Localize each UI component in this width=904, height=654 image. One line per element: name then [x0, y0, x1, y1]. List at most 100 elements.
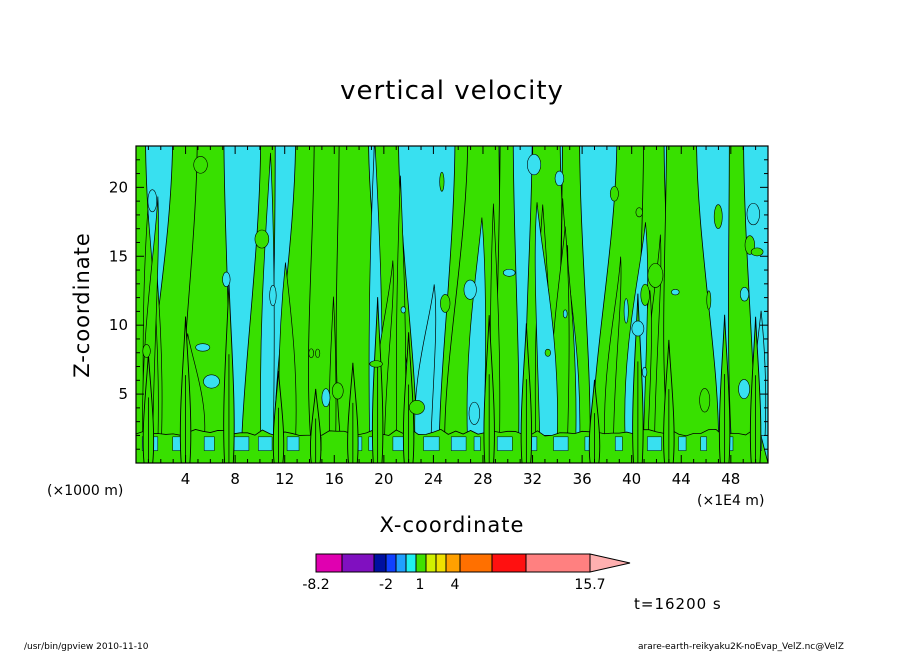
- contour-blob: [321, 388, 331, 408]
- contour-blob: [554, 170, 565, 187]
- surface-patch: [496, 436, 513, 451]
- contour-blob: [440, 294, 451, 313]
- contour-blob: [315, 348, 321, 358]
- y-axis: 5 10 15 20: [109, 159, 768, 450]
- surface-patch: [286, 436, 300, 451]
- surface-patch: [258, 436, 273, 451]
- footer-right: arare-earth-reikyaku2K-noEvap_VelZ.nc@Ve…: [638, 642, 844, 652]
- surface-patch: [614, 436, 623, 451]
- x-tick-label: 48: [721, 470, 740, 488]
- contour-blob: [439, 171, 445, 192]
- contour-blob: [193, 156, 208, 174]
- x-tick-label: 8: [230, 470, 240, 488]
- contour-blob: [647, 263, 664, 288]
- plot-frame: [135, 145, 769, 464]
- y-tick-label: 15: [109, 247, 128, 265]
- surface-patch: [203, 436, 215, 451]
- contour-blob: [706, 290, 712, 310]
- contour-finger: [604, 256, 622, 436]
- plot-area: [136, 146, 768, 463]
- contour-blob: [623, 298, 629, 324]
- x-unit-left: (×1000 m): [47, 483, 124, 499]
- colorbar-segment: [445, 553, 461, 573]
- contour-finger: [260, 152, 275, 436]
- contour-blob: [642, 366, 648, 378]
- colorbar-segment: [415, 553, 427, 573]
- contour-blob: [400, 306, 406, 314]
- contour-finger: [534, 202, 558, 436]
- contour-blob: [671, 289, 680, 296]
- x-tick-label: 16: [325, 470, 344, 488]
- x-tick-label: 40: [622, 470, 641, 488]
- contour-blob: [409, 400, 425, 415]
- colorbar-label: 15.7: [574, 577, 605, 593]
- surface-patch: [450, 436, 467, 451]
- surface-patch: [473, 436, 481, 451]
- contour-blob: [222, 271, 231, 288]
- x-tick-label: 36: [573, 470, 592, 488]
- colorbar-segment: [315, 553, 343, 573]
- contour-finger: [395, 175, 407, 436]
- colorbar-segment: [525, 553, 591, 573]
- x-axis-label: X-coordinate: [379, 513, 525, 537]
- colorbar-segment: [491, 553, 527, 573]
- y-tick-label: 10: [109, 316, 128, 334]
- contour-blob: [142, 344, 151, 358]
- colorbar-segment: [435, 553, 447, 573]
- colorbar-label: 4: [451, 577, 460, 593]
- surface-patch: [233, 436, 250, 451]
- contour-blob: [203, 374, 220, 389]
- x-tick-label: 20: [374, 470, 393, 488]
- surface-patch: [553, 436, 569, 451]
- contour-blob: [463, 279, 477, 300]
- x-tick-label: 44: [672, 470, 691, 488]
- colorbar-label: -2: [379, 577, 393, 593]
- colorbar-segment: [395, 553, 407, 573]
- contour-blob: [147, 189, 158, 213]
- contour-blob: [195, 343, 211, 352]
- x-tick-label: 4: [181, 470, 191, 488]
- contour-blob: [713, 204, 723, 229]
- contour-blob: [526, 154, 542, 176]
- y-tick-label: 5: [118, 385, 128, 403]
- contour-blob: [699, 388, 711, 413]
- contour-finger: [414, 284, 437, 436]
- contour-blob: [269, 285, 277, 307]
- surface-patch: [423, 436, 440, 451]
- contour-blob: [254, 229, 270, 249]
- x-tick-label: 32: [523, 470, 542, 488]
- contour-blob: [502, 268, 516, 277]
- positive-band: [663, 146, 719, 443]
- contour-finger: [466, 217, 486, 436]
- x-tick-label: 24: [424, 470, 443, 488]
- contour-blob: [308, 348, 314, 359]
- colorbar-segment: [459, 553, 493, 573]
- contour-blob: [544, 348, 551, 357]
- x-axis: 4 8 12 16 20 24 28 32 36 40 44 48: [147, 146, 757, 488]
- contour-blob: [562, 309, 568, 319]
- contour-blob: [609, 186, 619, 202]
- colorbar-arrow: [589, 553, 631, 573]
- chart-title: vertical velocity: [340, 76, 564, 106]
- colorbar: -8.2 -2 1 4 15.7: [302, 553, 631, 593]
- x-tick-label: 28: [473, 470, 492, 488]
- colorbar-label: -8.2: [302, 577, 329, 593]
- contour-finger: [278, 262, 297, 436]
- surface-patch: [647, 436, 662, 451]
- surface-patch: [678, 436, 687, 451]
- colorbar-segment: [385, 553, 397, 573]
- contour-blob: [738, 379, 750, 400]
- footer-left: /usr/bin/gpview 2010-11-10: [24, 642, 149, 652]
- colorbar-segment: [341, 553, 375, 573]
- contour-blob: [635, 207, 643, 218]
- contour-blob: [331, 382, 344, 400]
- colorbar-label: 1: [416, 577, 425, 593]
- contour-blob: [631, 320, 645, 337]
- contour-blob: [369, 360, 383, 368]
- contour-blob: [739, 286, 750, 302]
- colorbar-segment: [425, 553, 437, 573]
- y-tick-label: 20: [109, 178, 128, 196]
- contour-blob: [746, 202, 760, 226]
- y-axis-label: Z-coordinate: [70, 232, 94, 378]
